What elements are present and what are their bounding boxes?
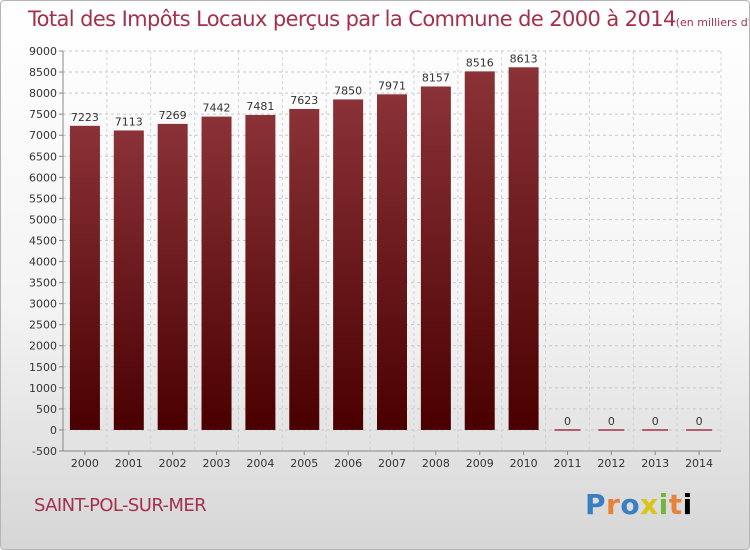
y-tick-label: -500 — [32, 445, 57, 458]
axes: -500 0 500 1000 1500 2000 2500 3000 3500 4000 4500… — [29, 45, 721, 470]
data-label-2008: 8157 — [422, 71, 450, 84]
bar-2001 — [113, 130, 144, 430]
data-label-2010: 8613 — [510, 52, 538, 65]
y-tick-label: 1500 — [29, 361, 57, 374]
x-tick-label: 2012 — [597, 457, 625, 470]
y-tick-label: 3500 — [29, 277, 57, 290]
chart-title-text: Total des Impôts Locaux perçus par la Co… — [28, 7, 676, 31]
y-tick-label: 5000 — [29, 213, 57, 226]
chart-unit: (en milliers d'€) — [675, 16, 750, 29]
bar-2005 — [289, 108, 320, 430]
bar-2007 — [377, 94, 407, 430]
commune-name: SAINT-POL-SUR-MER — [34, 495, 207, 516]
data-label-2005: 7623 — [290, 94, 318, 107]
data-label-2004: 7481 — [246, 100, 274, 113]
x-tick-label: 2011 — [553, 457, 581, 470]
y-tick-label: 6500 — [29, 150, 57, 163]
y-tick-label: 4000 — [29, 256, 57, 269]
x-tick-label: 2008 — [422, 457, 450, 470]
data-label-2012: 0 — [608, 415, 615, 428]
data-label-2009: 8516 — [466, 56, 494, 69]
data-label-2002: 7269 — [159, 109, 187, 122]
x-tick-label: 2010 — [510, 457, 538, 470]
x-tick-label: 2000 — [71, 457, 99, 470]
y-tick-label: 7000 — [29, 129, 57, 142]
y-tick-label: 8000 — [29, 87, 57, 100]
data-label-2003: 7442 — [203, 102, 231, 115]
x-tick-label: 2009 — [466, 457, 494, 470]
bar-2006 — [333, 99, 364, 430]
data-label-2011: 0 — [564, 415, 571, 428]
y-tick-label: 3000 — [29, 298, 57, 311]
data-label-2014: 0 — [696, 415, 703, 428]
bar-2008 — [420, 86, 451, 430]
bar-2003 — [201, 116, 232, 430]
bar-2002 — [157, 123, 188, 430]
x-tick-label: 2004 — [246, 457, 274, 470]
y-tick-label: 2000 — [29, 340, 57, 353]
bar-2009 — [464, 71, 495, 430]
data-label-2001: 7113 — [115, 115, 143, 128]
data-label-2013: 0 — [652, 415, 659, 428]
bar-2000 — [69, 125, 100, 430]
proxiti-logo: Proxiti — [585, 488, 693, 521]
x-tick-label: 2001 — [115, 457, 143, 470]
bar-2010 — [508, 67, 539, 430]
y-tick-label: 500 — [36, 403, 57, 416]
chart-title: Total des Impôts Locaux perçus par la Co… — [28, 7, 750, 31]
y-tick-label: 7500 — [29, 108, 57, 121]
y-tick-label: 6000 — [29, 171, 57, 184]
y-tick-label: 0 — [50, 424, 57, 437]
x-tick-label: 2006 — [334, 457, 362, 470]
y-tick-label: 4500 — [29, 234, 57, 247]
data-label-2000: 7223 — [71, 111, 99, 124]
y-tick-label: 1000 — [29, 382, 57, 395]
data-labels: 7223 7113 7269 7442 7481 7623 7850 7971 8157 8516… — [71, 52, 703, 428]
y-tick-label: 9000 — [29, 45, 57, 58]
y-tick-label: 2500 — [29, 319, 57, 332]
data-label-2006: 7850 — [334, 84, 362, 97]
x-tick-label: 2014 — [685, 457, 713, 470]
x-tick-label: 2005 — [290, 457, 318, 470]
bars — [69, 67, 713, 431]
x-tick-label: 2002 — [159, 457, 187, 470]
data-label-2007: 7971 — [378, 79, 406, 92]
x-tick-label: 2003 — [203, 457, 231, 470]
y-tick-label: 8500 — [29, 66, 57, 79]
x-tick-label: 2013 — [641, 457, 669, 470]
bar-2004 — [245, 114, 276, 430]
x-tick-label: 2007 — [378, 457, 406, 470]
y-tick-label: 5500 — [29, 192, 57, 205]
